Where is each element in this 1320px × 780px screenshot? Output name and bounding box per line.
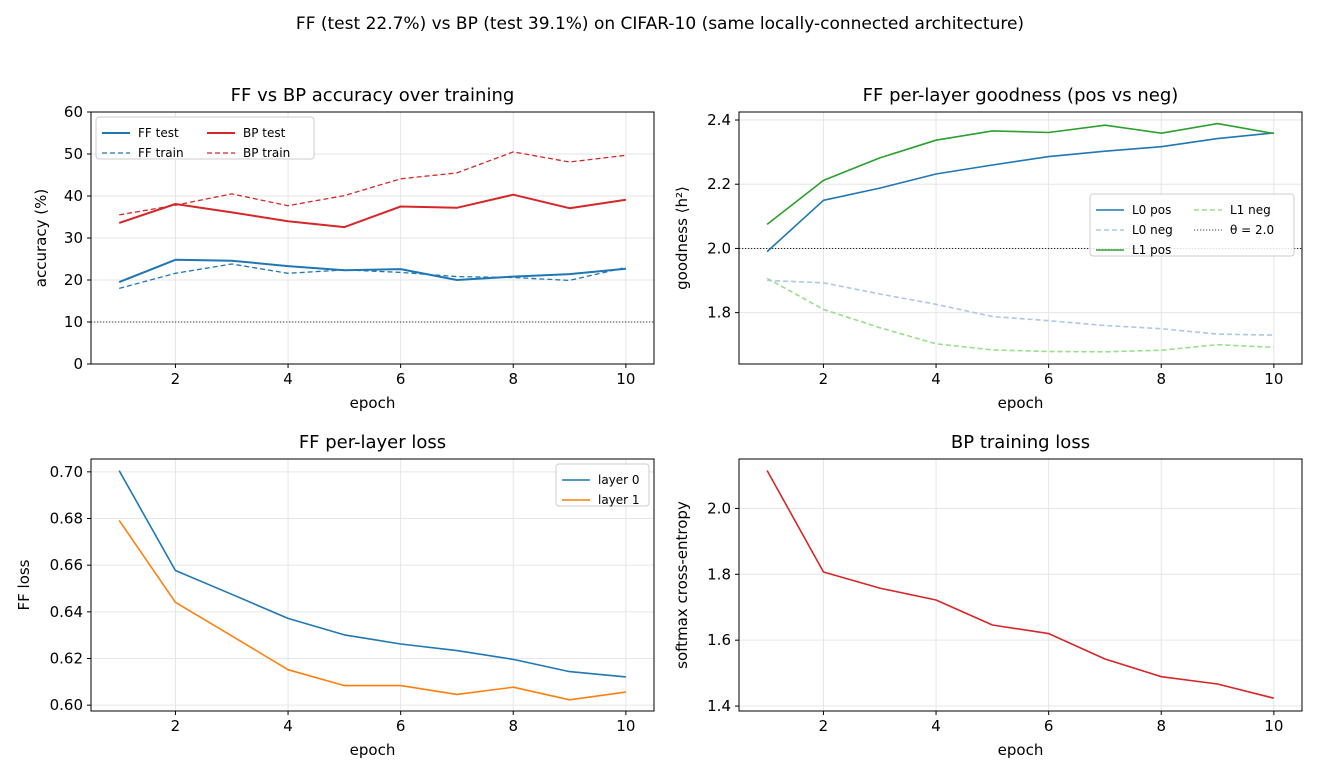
series-line-series-0 bbox=[766, 470, 1274, 699]
x-tick-label: 10 bbox=[616, 370, 635, 388]
y-tick-label: 40 bbox=[64, 187, 83, 205]
series-line-l1-pos bbox=[766, 122, 1274, 226]
series-line-bp-train bbox=[119, 151, 626, 216]
series-line-ff-test bbox=[118, 258, 626, 284]
series-line-l1-neg bbox=[766, 277, 1274, 353]
y-tick-label: 2.0 bbox=[707, 499, 731, 517]
y-tick-label: 0.64 bbox=[50, 603, 83, 621]
y-tick-label: 50 bbox=[64, 145, 83, 163]
x-axis: 2 4 6 8 10 bbox=[819, 364, 1283, 388]
y-tick-label: 1.4 bbox=[707, 697, 731, 715]
x-tick-label: 4 bbox=[283, 370, 293, 388]
x-tick-label: 10 bbox=[616, 717, 635, 735]
legend: layer 0 layer 1 bbox=[555, 463, 650, 507]
x-tick-label: 8 bbox=[1156, 370, 1166, 388]
x-tick-label: 8 bbox=[1156, 717, 1166, 735]
x-tick-label: 2 bbox=[171, 370, 181, 388]
legend-label: layer 0 bbox=[598, 473, 640, 487]
x-axis: 2 4 6 8 10 bbox=[171, 711, 635, 735]
legend-label: BP test bbox=[243, 126, 286, 140]
y-tick-label: 0.62 bbox=[50, 650, 83, 668]
y-tick-label: 60 bbox=[64, 103, 83, 121]
y-tick-label: 1.6 bbox=[707, 631, 731, 649]
x-axis: 2 4 6 8 10 bbox=[819, 711, 1283, 735]
x-axis-label: epoch bbox=[350, 741, 396, 759]
legend-label: L0 pos bbox=[1132, 203, 1171, 217]
x-tick-label: 6 bbox=[396, 717, 406, 735]
series-line-layer-0 bbox=[118, 470, 626, 678]
y-tick-label: 10 bbox=[64, 313, 83, 331]
plot-frame bbox=[738, 458, 1303, 712]
plot-frame bbox=[738, 111, 1303, 365]
panel-title: FF per-layer loss bbox=[299, 432, 446, 453]
y-tick-label: 0 bbox=[73, 355, 83, 373]
x-tick-label: 6 bbox=[1044, 370, 1054, 388]
legend-label: layer 1 bbox=[598, 493, 640, 507]
legend-label: L1 neg bbox=[1230, 203, 1271, 217]
legend-label: L1 pos bbox=[1132, 243, 1171, 257]
y-tick-label: 0.60 bbox=[50, 696, 83, 714]
y-tick-label: 0.70 bbox=[50, 463, 83, 481]
x-tick-label: 10 bbox=[1264, 370, 1283, 388]
series-line-ff-train bbox=[119, 263, 627, 290]
bp-loss-panel: 2 4 6 8 10 1.4 1.6 1.8 2.0 BP training loss epoch s… bbox=[673, 432, 1303, 759]
legend: L0 pos L0 neg L1 pos L1 neg θ = 2.0 bbox=[1089, 193, 1295, 257]
x-tick-label: 2 bbox=[171, 717, 181, 735]
legend: FF test FF train BP test BP train bbox=[95, 116, 315, 160]
x-tick-label: 2 bbox=[819, 370, 829, 388]
x-tick-label: 4 bbox=[283, 717, 293, 735]
x-tick-label: 6 bbox=[1044, 717, 1054, 735]
legend-label: BP train bbox=[243, 146, 290, 160]
y-tick-label: 20 bbox=[64, 271, 83, 289]
x-tick-label: 10 bbox=[1264, 717, 1283, 735]
x-tick-label: 2 bbox=[819, 717, 829, 735]
x-tick-label: 4 bbox=[931, 370, 941, 388]
grid bbox=[739, 459, 1302, 711]
y-tick-label: 0.66 bbox=[50, 556, 83, 574]
y-axis: 0 10 20 30 40 50 60 bbox=[64, 103, 91, 373]
legend-label: L0 neg bbox=[1132, 223, 1173, 237]
y-tick-label: 2.4 bbox=[707, 111, 731, 129]
figure-suptitle: FF (test 22.7%) vs BP (test 39.1%) on CI… bbox=[296, 14, 1024, 34]
x-tick-label: 8 bbox=[508, 717, 518, 735]
y-axis: 1.4 1.6 1.8 2.0 bbox=[707, 499, 739, 715]
x-axis: 2 4 6 8 10 bbox=[171, 364, 635, 388]
panel-title: FF per-layer goodness (pos vs neg) bbox=[863, 85, 1179, 106]
legend-box bbox=[95, 116, 315, 160]
y-axis-label: softmax cross-entropy bbox=[673, 501, 691, 669]
goodness-panel: 2 4 6 8 10 1.8 2.0 2.2 2.4 FF per-layer goodness … bbox=[673, 85, 1303, 412]
x-tick-label: 8 bbox=[508, 370, 518, 388]
y-axis: 1.8 2.0 2.2 2.4 bbox=[707, 111, 739, 322]
y-tick-label: 30 bbox=[64, 229, 83, 247]
x-axis-label: epoch bbox=[998, 741, 1044, 759]
series-line-l0-neg bbox=[767, 279, 1274, 336]
legend-box bbox=[555, 463, 650, 507]
y-axis-label: goodness ⟨h²⟩ bbox=[673, 186, 691, 290]
panel-title: FF vs BP accuracy over training bbox=[231, 85, 515, 106]
x-axis-label: epoch bbox=[998, 394, 1044, 412]
y-tick-label: 2.0 bbox=[707, 239, 731, 257]
plot-frame bbox=[90, 458, 655, 712]
y-tick-label: 0.68 bbox=[50, 510, 83, 528]
accuracy-panel: 2 4 6 8 10 0 10 20 30 40 50 60 FF vs BP accuracy ove… bbox=[32, 85, 655, 412]
y-tick-label: 1.8 bbox=[707, 565, 731, 583]
y-tick-label: 2.2 bbox=[707, 175, 731, 193]
legend-box bbox=[1089, 193, 1295, 257]
series-line-layer-1 bbox=[118, 519, 627, 701]
x-axis-label: epoch bbox=[350, 394, 396, 412]
legend-label: θ = 2.0 bbox=[1230, 223, 1274, 237]
ff-loss-panel: 2 4 6 8 10 0.60 0.62 0.64 0.66 0.68 0.70 FF per-lay… bbox=[15, 432, 655, 759]
series-line-bp-test bbox=[118, 193, 627, 229]
legend-label: FF train bbox=[138, 146, 184, 160]
y-axis-label: accuracy (%) bbox=[32, 189, 50, 287]
y-tick-label: 1.8 bbox=[707, 304, 731, 322]
y-axis-label: FF loss bbox=[15, 559, 33, 610]
panel-title: BP training loss bbox=[951, 432, 1090, 453]
series-line-l0-pos bbox=[766, 132, 1274, 253]
x-tick-label: 6 bbox=[396, 370, 406, 388]
y-axis: 0.60 0.62 0.64 0.66 0.68 0.70 bbox=[50, 463, 91, 714]
x-tick-label: 4 bbox=[931, 717, 941, 735]
legend-label: FF test bbox=[138, 126, 179, 140]
